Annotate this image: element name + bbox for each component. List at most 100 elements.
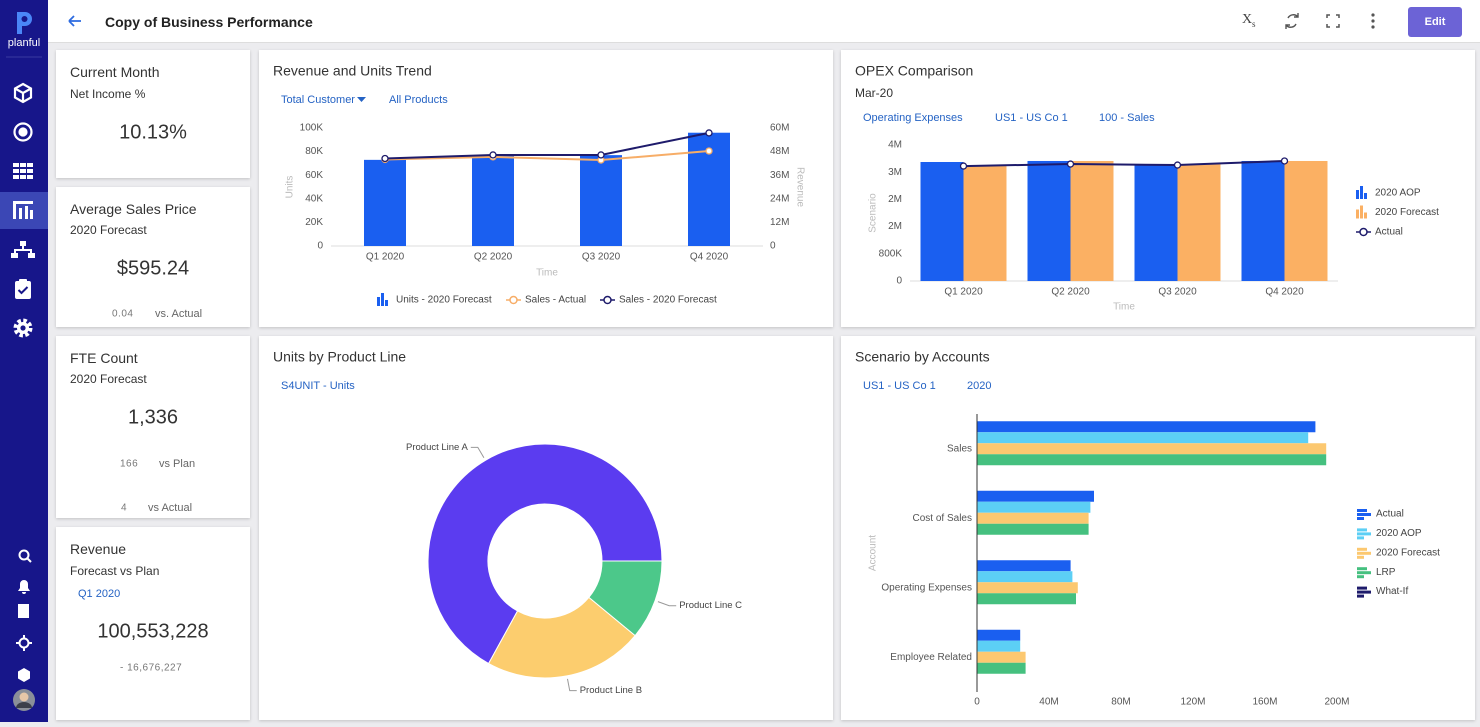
kpi-comparison-label: vs Actual [148,502,193,514]
bar [1241,160,1285,281]
kpi-card: Average Sales Price 2020 Forecast $595.2… [56,187,250,327]
chart-title: Units by Product Line [273,349,406,365]
y-tick-label: Employee Related [890,652,972,663]
kpi-title: Revenue [70,541,127,557]
nav-icon[interactable] [13,318,33,338]
chart: Scenario by Accounts US1 - US Co 1 2020 0 40… [855,349,1440,708]
nav-icon[interactable] [13,201,33,219]
y-tick-label: 4M [888,140,902,151]
line-point [1173,161,1182,169]
kpi-card: FTE Count 2020 Forecast 1,336 166 vs Pla… [56,336,250,518]
bar [977,651,1026,663]
bar [977,443,1327,455]
nav-icon[interactable] [13,163,33,179]
y2-tick-label: 12M [770,217,789,228]
nav-selected[interactable] [0,192,48,229]
legend-icon [385,300,388,306]
bar [977,432,1309,444]
chart-title: Scenario by Accounts [855,349,990,365]
back-button[interactable] [68,15,81,27]
legend-icon [509,295,518,305]
legend-icon [1357,575,1364,579]
variables-icon[interactable]: X [1242,12,1252,27]
slice-label: Product Line A [406,442,468,453]
filter[interactable]: All Products [389,94,448,106]
target-icon[interactable] [16,635,32,651]
slice-label: Product Line B [580,685,642,696]
bar [977,490,1094,502]
filter[interactable]: 100 - Sales [1099,112,1155,124]
nav-icon[interactable] [15,279,31,299]
filter[interactable]: 2020 [967,380,991,392]
legend-icon [1357,590,1371,594]
y-tick-label: 0 [317,241,323,252]
fullscreen-button[interactable] [1326,14,1340,28]
page-title: Copy of Business Performance [105,14,313,30]
legend-icon [1357,532,1371,536]
nav-icon[interactable] [13,122,33,142]
bar [472,155,514,246]
line-point [381,154,389,163]
kpi-comparison-value: 166 [120,458,139,470]
chart-subtitle: Mar-20 [855,86,893,100]
legend-icon [1364,193,1367,199]
nav-icon[interactable] [13,82,33,104]
filter[interactable]: S4UNIT - Units [281,380,355,392]
bell-icon[interactable] [18,580,30,594]
bar [977,560,1071,572]
bar [1070,160,1114,281]
slice-label: Product Line C [679,600,742,611]
y-tick-label: 20K [305,217,323,228]
kpi-subtitle: Net Income % [70,87,146,101]
label-leader [566,678,577,692]
y-axis-label: Account [868,535,879,571]
bar [977,501,1091,513]
chart-card: Revenue and Units Trend Total Customer All… [259,50,833,327]
y-tick-label: 100K [300,123,324,134]
refresh-button[interactable] [1285,13,1299,29]
x-tick-label: 160M [1252,697,1277,708]
chart: Units by Product Line S4UNIT - Units Produ… [273,349,742,696]
filter[interactable]: US1 - US Co 1 [863,380,936,392]
x-axis-label: Time [1113,302,1135,313]
y-axis-label: Scenario [868,193,879,233]
line-point [705,147,713,155]
sidebar: planful [0,0,48,722]
sidebar-icons: planful [0,12,48,711]
label-leader [470,446,485,458]
legend-label: 2020 Forecast [1376,547,1440,558]
more-button[interactable] [1371,13,1375,29]
legend-label: Sales - 2020 Forecast [619,295,717,306]
kpi-comparison-value: - 16,676,227 [120,662,183,674]
header: X s Copy of Business Performance Edit [48,0,1480,43]
filter[interactable]: Operating Expenses [863,112,963,124]
dropdown-caret[interactable] [357,97,366,102]
edit-button[interactable]: Edit [1408,7,1462,37]
filter[interactable]: US1 - US Co 1 [995,112,1068,124]
kpi-comparison-value: 0.04 [112,308,134,320]
x-tick-label: 200M [1324,697,1349,708]
x-tick-label: Q3 2020 [1158,287,1197,298]
legend-icon [1356,209,1359,219]
logo-mark [17,12,32,34]
legend-label: 2020 Forecast [1375,207,1439,218]
search-icon[interactable] [18,549,30,561]
donut-slice [487,596,636,679]
line-point [489,151,497,159]
legend-icon [1357,571,1371,575]
kpi-period[interactable]: Q1 2020 [78,588,121,600]
legend-icon [1357,551,1371,555]
legend-label: Actual [1375,227,1403,238]
legend-icon [603,295,612,305]
package-icon[interactable] [18,668,30,682]
chart-card: Scenario by Accounts US1 - US Co 1 2020 0 40… [841,336,1475,720]
bar [1284,160,1328,281]
legend-label: Sales - Actual [525,295,586,306]
book-icon[interactable] [18,604,29,618]
y-tick-label: 80K [305,146,323,157]
filter[interactable]: Total Customer [281,94,355,106]
nav-icon[interactable] [11,241,35,258]
bar [364,159,406,246]
x-tick-label: Q1 2020 [944,287,983,298]
